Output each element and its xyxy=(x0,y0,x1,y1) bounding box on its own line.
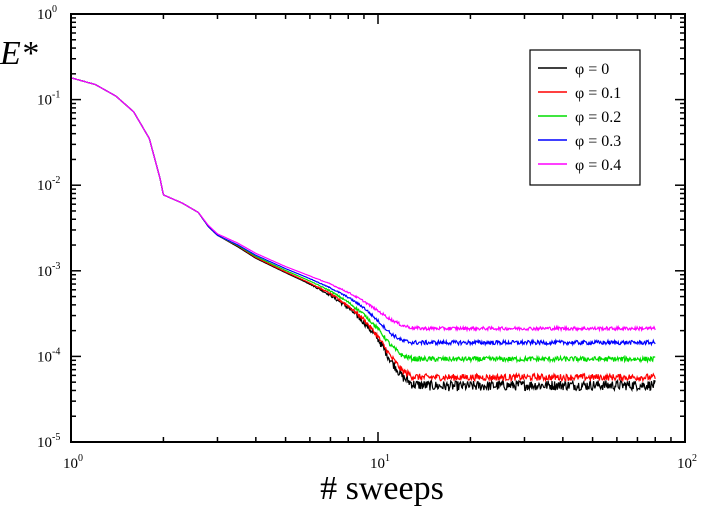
legend-box xyxy=(529,49,641,186)
y-tick-base: 10 xyxy=(37,435,52,451)
x-tick-exp: 1 xyxy=(385,453,390,464)
legend-items: φ = 0 φ = 0.1 φ = 0.2 φ = 0.3 φ = 0.4 xyxy=(538,61,621,174)
y-tick-base: 10 xyxy=(37,178,52,194)
legend-label: φ = 0 xyxy=(575,61,609,78)
y-tick-label: 10-3 xyxy=(37,261,60,280)
y-tick-label: 10-1 xyxy=(37,90,60,109)
x-tick-label: 100 xyxy=(63,453,83,472)
ticks-layer xyxy=(70,14,685,443)
y-tick-label: 100 xyxy=(37,4,57,23)
legend-label: φ = 0.4 xyxy=(575,157,621,174)
y-tick-exp: -3 xyxy=(52,261,60,272)
y-axis-title: E* xyxy=(0,35,38,72)
series-line-4 xyxy=(70,77,656,333)
x-tick-base: 10 xyxy=(63,456,78,472)
x-tick-exp: 0 xyxy=(78,453,83,464)
y-tick-base: 10 xyxy=(37,93,52,109)
y-tick-exp: 0 xyxy=(52,4,57,15)
y-tick-label: 10-5 xyxy=(37,432,60,451)
x-tick-exp: 2 xyxy=(692,453,697,464)
y-tick-label: 10-2 xyxy=(37,175,60,194)
y-tick-base: 10 xyxy=(37,264,52,280)
x-tick-label: 101 xyxy=(370,453,390,472)
y-tick-exp: -2 xyxy=(52,175,60,186)
legend-label: φ = 0.3 xyxy=(575,133,621,150)
x-tick-base: 10 xyxy=(677,456,692,472)
y-tick-label: 10-4 xyxy=(37,346,60,365)
series-layer xyxy=(70,77,656,393)
y-tick-exp: -4 xyxy=(52,346,60,357)
y-tick-base: 10 xyxy=(37,349,52,365)
legend-label: φ = 0.2 xyxy=(575,109,621,126)
legend: φ = 0 φ = 0.1 φ = 0.2 φ = 0.3 φ = 0.4 xyxy=(529,49,641,186)
x-axis-title: # sweeps xyxy=(320,470,444,507)
y-tick-base: 10 xyxy=(37,7,52,23)
y-tick-exp: -1 xyxy=(52,90,60,101)
y-tick-exp: -5 xyxy=(52,432,60,443)
x-tick-base: 10 xyxy=(370,456,385,472)
legend-label: φ = 0.1 xyxy=(575,85,621,102)
x-tick-label: 102 xyxy=(677,453,697,472)
